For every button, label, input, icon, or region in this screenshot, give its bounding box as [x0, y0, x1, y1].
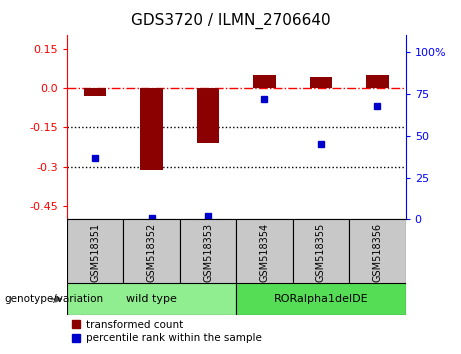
Text: GDS3720 / ILMN_2706640: GDS3720 / ILMN_2706640	[130, 12, 331, 29]
Text: GSM518352: GSM518352	[147, 223, 157, 282]
Bar	[197, 88, 219, 143]
Bar	[236, 283, 406, 315]
Bar	[140, 88, 163, 170]
Bar	[349, 219, 406, 283]
Text: GSM518356: GSM518356	[372, 223, 383, 282]
Text: GSM518355: GSM518355	[316, 223, 326, 282]
Text: GSM518353: GSM518353	[203, 223, 213, 282]
Bar	[67, 219, 123, 283]
Bar	[84, 88, 106, 96]
Bar	[123, 219, 180, 283]
Text: wild type: wild type	[126, 294, 177, 304]
Bar	[310, 78, 332, 88]
Text: GSM518354: GSM518354	[260, 223, 270, 282]
Bar	[253, 75, 276, 88]
Bar	[180, 219, 236, 283]
Text: RORalpha1delDE: RORalpha1delDE	[274, 294, 368, 304]
Text: genotype/variation: genotype/variation	[5, 294, 104, 304]
Bar	[366, 75, 389, 88]
Bar	[293, 219, 349, 283]
Text: GSM518351: GSM518351	[90, 223, 100, 282]
Legend: transformed count, percentile rank within the sample: transformed count, percentile rank withi…	[72, 320, 261, 343]
Bar	[67, 283, 236, 315]
Bar	[236, 219, 293, 283]
